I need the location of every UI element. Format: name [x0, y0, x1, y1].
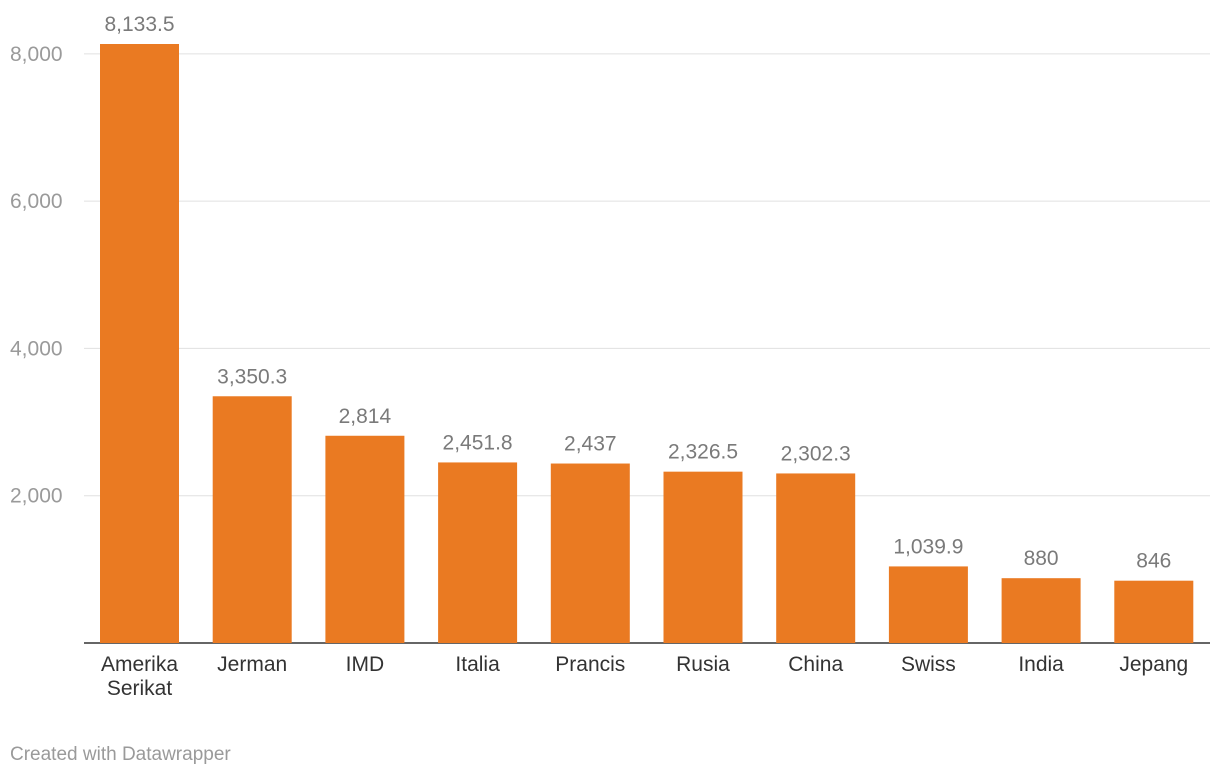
y-tick-label: 2,000	[10, 485, 63, 508]
category-label: Amerika	[101, 653, 178, 676]
bar	[550, 463, 630, 643]
category-label: Jerman	[217, 653, 287, 676]
value-label: 2,814	[339, 405, 392, 428]
bar	[888, 566, 968, 643]
value-label: 8,133.5	[104, 13, 174, 36]
category-label: Italia	[455, 653, 500, 676]
labels: 2,000 4,000 6,000 8,000 8,133.5 AmerikaSerika…	[10, 13, 1188, 700]
value-label: 2,451.8	[443, 431, 513, 454]
bar	[212, 396, 292, 643]
credit-text: Created with Datawrapper	[10, 744, 231, 765]
bar	[100, 44, 179, 643]
y-tick-label: 6,000	[10, 190, 63, 213]
bar	[325, 435, 405, 643]
y-tick-label: 8,000	[10, 43, 63, 66]
bar	[776, 473, 856, 643]
value-label: 3,350.3	[217, 365, 287, 388]
category-label: Serikat	[107, 677, 173, 700]
category-label: IMD	[346, 653, 385, 676]
category-label: India	[1018, 653, 1064, 676]
value-label: 2,437	[564, 433, 617, 456]
bar	[1001, 578, 1081, 643]
value-label: 880	[1024, 547, 1059, 570]
value-label: 846	[1136, 550, 1171, 573]
bar	[1114, 580, 1194, 643]
category-label: Rusia	[676, 653, 730, 676]
bars	[100, 44, 1194, 643]
category-label: Swiss	[901, 653, 956, 676]
category-label: Prancis	[555, 653, 625, 676]
value-label: 2,302.3	[781, 442, 851, 465]
value-label: 2,326.5	[668, 441, 738, 464]
category-label: China	[788, 653, 843, 676]
bar	[663, 471, 743, 643]
bar	[438, 462, 518, 643]
y-tick-label: 4,000	[10, 337, 63, 360]
value-label: 1,039.9	[893, 535, 963, 558]
category-label: Jepang	[1119, 653, 1188, 676]
